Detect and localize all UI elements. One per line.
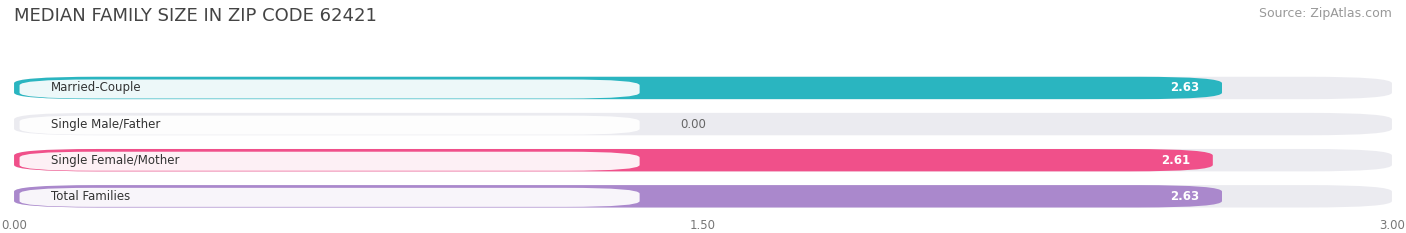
- Text: MEDIAN FAMILY SIZE IN ZIP CODE 62421: MEDIAN FAMILY SIZE IN ZIP CODE 62421: [14, 7, 377, 25]
- FancyBboxPatch shape: [14, 113, 1392, 135]
- Text: Source: ZipAtlas.com: Source: ZipAtlas.com: [1258, 7, 1392, 20]
- FancyBboxPatch shape: [14, 149, 1392, 171]
- FancyBboxPatch shape: [14, 77, 1392, 99]
- Text: Married-Couple: Married-Couple: [51, 82, 142, 94]
- FancyBboxPatch shape: [20, 188, 640, 207]
- FancyBboxPatch shape: [20, 116, 640, 135]
- Text: Total Families: Total Families: [51, 190, 129, 203]
- Text: 2.63: 2.63: [1170, 190, 1199, 203]
- FancyBboxPatch shape: [20, 79, 640, 99]
- Text: 0.00: 0.00: [681, 118, 706, 130]
- Text: Single Female/Mother: Single Female/Mother: [51, 154, 180, 167]
- Text: 2.61: 2.61: [1161, 154, 1189, 167]
- FancyBboxPatch shape: [14, 185, 1222, 208]
- Text: Single Male/Father: Single Male/Father: [51, 118, 160, 130]
- FancyBboxPatch shape: [14, 185, 1392, 208]
- FancyBboxPatch shape: [20, 152, 640, 171]
- FancyBboxPatch shape: [14, 77, 1222, 99]
- Text: 2.63: 2.63: [1170, 82, 1199, 94]
- FancyBboxPatch shape: [14, 149, 1213, 171]
